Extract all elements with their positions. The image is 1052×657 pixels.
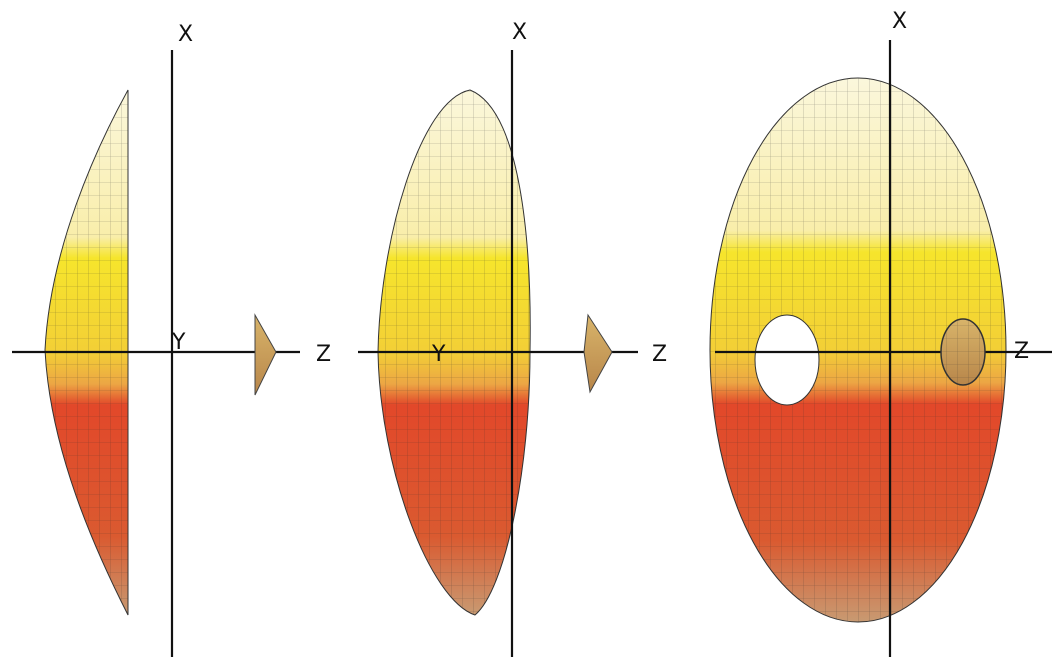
axis-label-z: Z bbox=[652, 342, 667, 367]
dish-mesh bbox=[710, 78, 1006, 622]
axis-label-y: Y bbox=[431, 342, 446, 367]
dish-hole bbox=[754, 314, 820, 406]
panel-front-view: X Z bbox=[709, 9, 1052, 657]
axis-label-x: X bbox=[892, 9, 907, 34]
panel-oblique-view: X Y Z bbox=[358, 20, 667, 657]
axis-label-y: Y bbox=[171, 330, 186, 355]
feed-cone bbox=[583, 313, 613, 394]
axis-label-z: Z bbox=[1014, 339, 1029, 364]
panel-side-view: X Y Z bbox=[12, 22, 331, 657]
axis-label-x: X bbox=[512, 20, 527, 45]
feed-disc-mesh bbox=[941, 319, 985, 385]
axis-label-z: Z bbox=[316, 342, 331, 367]
axis-label-x: X bbox=[178, 22, 193, 47]
feed-cone bbox=[254, 313, 277, 396]
